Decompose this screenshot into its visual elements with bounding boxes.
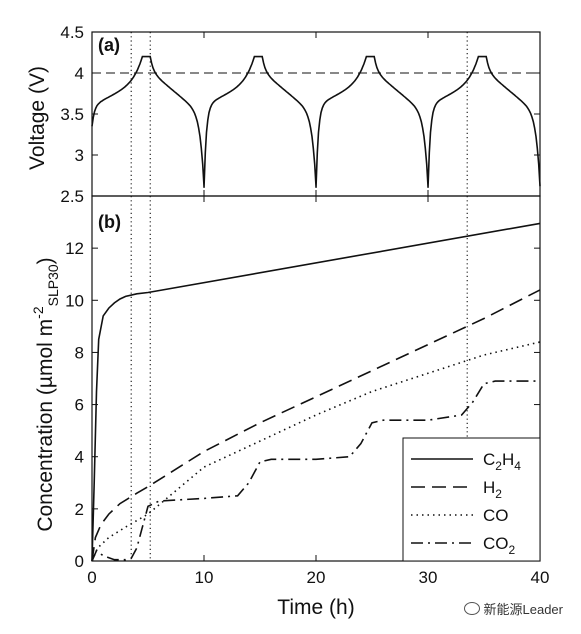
legend-sub: 2 [495,459,502,473]
y-tick-label: 2 [75,500,84,519]
watermark-text: 新能源Leader [483,602,563,617]
y-tick-label: 3.5 [60,105,84,124]
y-axis-label-b: Concentration (µmol m-2SLP30) [30,257,61,531]
panel-label-a: (a) [98,35,120,55]
y-tick-label: 3 [75,146,84,165]
legend-sub: 4 [514,459,521,473]
y-tick-label: 10 [65,291,84,310]
wechat-icon [463,602,480,615]
series-line-1 [91,289,541,562]
series-line-0 [91,222,541,562]
x-axis-label: Time (h) [277,596,354,619]
y-tick-label: 8 [75,343,84,362]
legend-label: H2 [483,478,502,501]
legend-name: H [483,478,495,497]
legend-name: H [502,450,514,469]
voltage-panel: 2.5 3 3.5 4 4.5 (a) Voltage (V) [26,23,541,206]
legend-box [402,437,541,562]
x-tick-label: 20 [307,568,326,587]
legend-sub: 2 [509,543,516,557]
legend-label: CO [483,506,509,525]
y-tick-label: 4.5 [60,23,84,42]
ylabel-close: ) [34,257,57,264]
series-line-3 [91,380,540,562]
legend-name: C [483,450,495,469]
y-tick-label: 0 [75,552,84,571]
x-tick-label: 0 [87,568,96,587]
legend-label: CO2 [483,534,516,557]
y-tick-label: 4 [75,448,84,467]
x-tick-label: 40 [531,568,550,587]
x-tick-label: 30 [419,568,438,587]
ylabel-sup: -2 [30,306,46,319]
ylabel-main: Concentration (µmol m [34,319,57,532]
legend-sub: 2 [495,487,502,501]
y-axis-label-a: Voltage (V) [26,66,49,170]
ylabel-sub: SLP30 [45,264,61,306]
panel-label-b: (b) [98,212,121,232]
y-tick-label: 6 [75,396,84,415]
voltage-line [91,55,541,188]
watermark: 新能源Leader [463,599,563,618]
y-tick-label: 2.5 [60,187,84,206]
legend-label: C2H4 [483,450,521,473]
legend-name: CO [483,534,509,553]
y-tick-label: 12 [65,239,84,258]
y-tick-label: 4 [75,64,84,83]
legend-name: CO [483,506,509,525]
x-tick-label: 10 [195,568,214,587]
